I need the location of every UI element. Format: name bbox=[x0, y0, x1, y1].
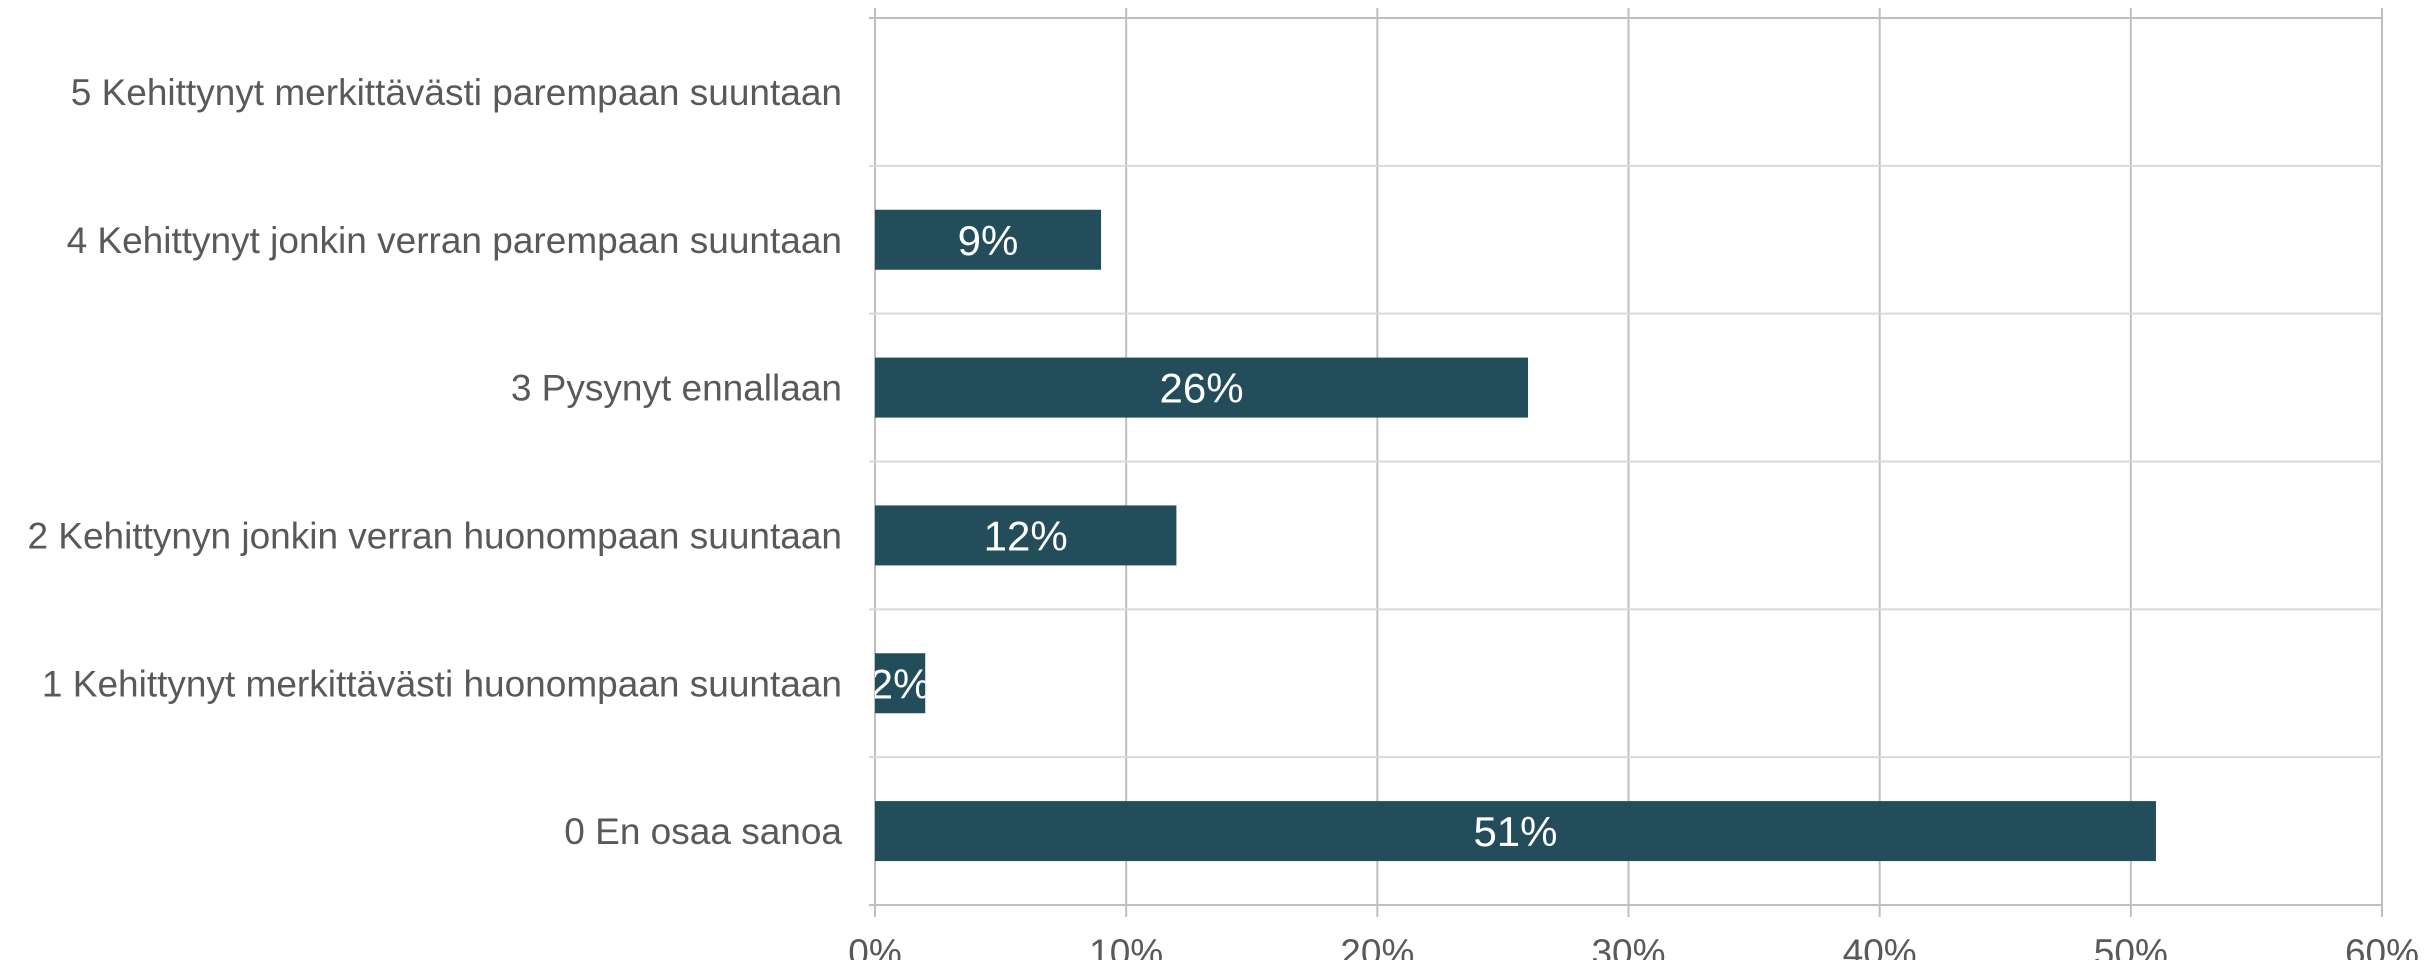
category-labels: 5 Kehittynyt merkittävästi parempaan suu… bbox=[27, 72, 842, 852]
gridlines bbox=[869, 8, 2383, 917]
x-tick-label: 30% bbox=[1591, 932, 1665, 960]
bar-value-label: 12% bbox=[984, 512, 1068, 559]
x-tick-label: 0% bbox=[848, 932, 901, 960]
category-label: 0 En osaa sanoa bbox=[564, 811, 842, 852]
bar bbox=[875, 801, 2156, 862]
category-label: 5 Kehittynyt merkittävästi parempaan suu… bbox=[71, 72, 842, 113]
category-label: 4 Kehittynyt jonkin verran parempaan suu… bbox=[67, 220, 842, 261]
category-label: 2 Kehittynyn jonkin verran huonompaan su… bbox=[27, 515, 842, 556]
x-tick-label: 50% bbox=[2094, 932, 2168, 960]
bar-value-label: 2% bbox=[870, 660, 931, 707]
x-tick-label: 40% bbox=[1843, 932, 1917, 960]
bar-value-label: 9% bbox=[958, 217, 1019, 264]
bar bbox=[875, 505, 1177, 566]
bar-value-label: 26% bbox=[1159, 365, 1243, 412]
bars bbox=[875, 209, 2156, 862]
category-label: 1 Kehittynyt merkittävästi huonompaan su… bbox=[42, 663, 842, 704]
x-tick-label: 60% bbox=[2345, 932, 2419, 960]
bar bbox=[875, 357, 1529, 418]
bar bbox=[875, 209, 1102, 270]
bar-value-label: 51% bbox=[1473, 808, 1557, 855]
category-label: 3 Pysynyt ennallaan bbox=[511, 368, 842, 409]
x-axis-tick-labels: 0% 10% 20% 30% 40% 50% 60% bbox=[848, 932, 2419, 960]
x-tick-label: 10% bbox=[1089, 932, 1163, 960]
bar bbox=[875, 653, 926, 714]
x-tick-label: 20% bbox=[1340, 932, 1414, 960]
data-labels: 9% 26% 12% 2% 51% bbox=[870, 217, 1558, 855]
